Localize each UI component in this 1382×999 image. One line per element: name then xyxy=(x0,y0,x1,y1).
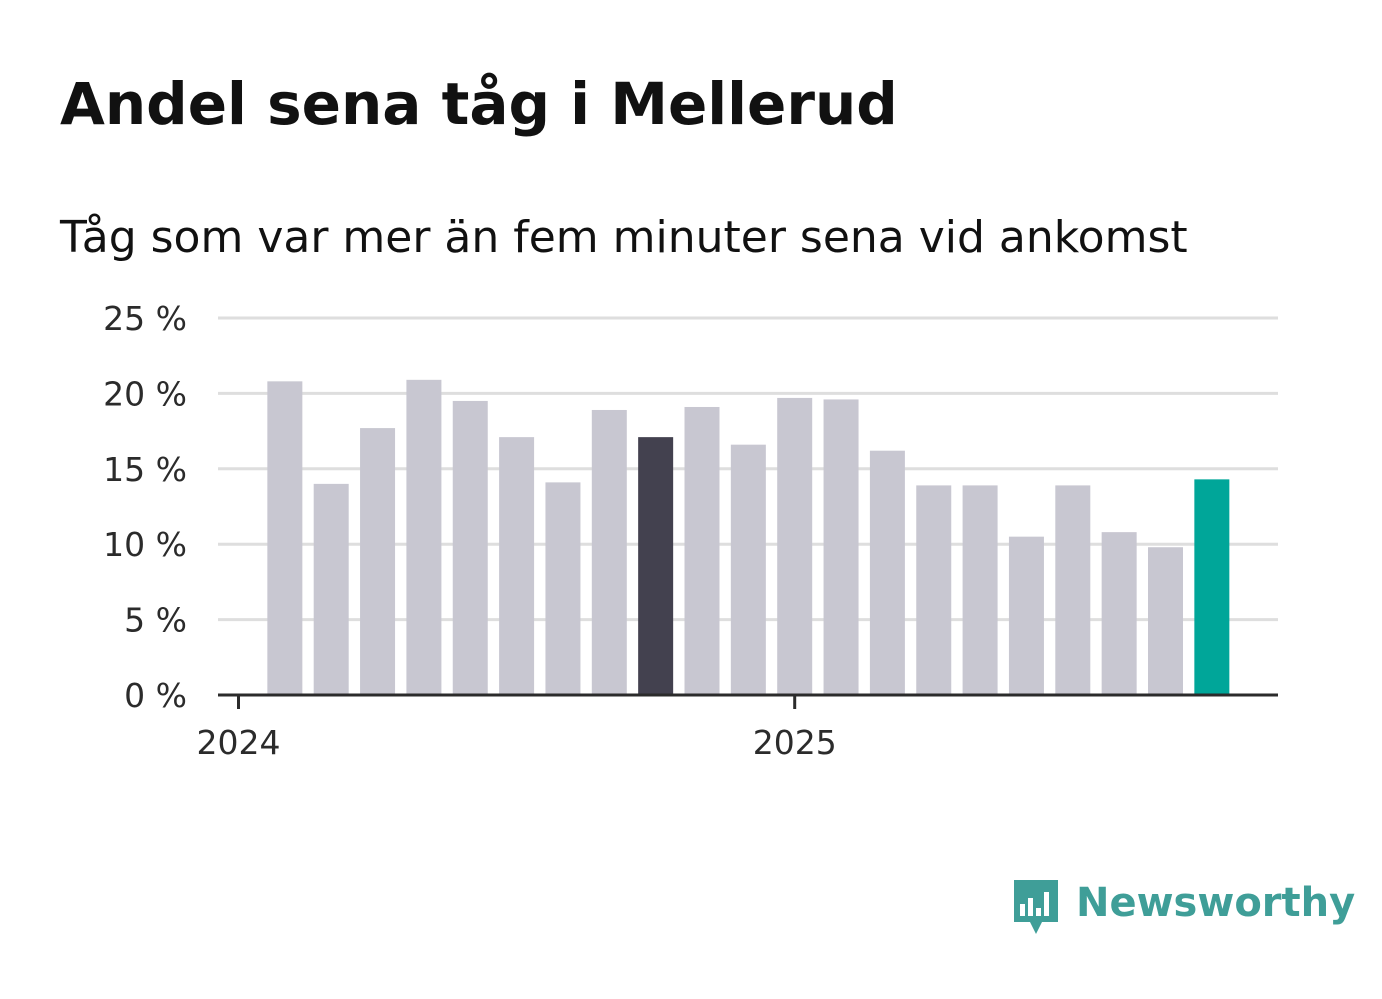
chart-title: Andel sena tåg i Mellerud xyxy=(60,70,898,138)
bar-2024-05[interactable] xyxy=(406,379,442,695)
y-tick-label: 10 % xyxy=(103,525,187,564)
bar-2024-08[interactable] xyxy=(545,482,581,695)
bar-2025-04[interactable] xyxy=(916,485,952,695)
bar-2024-11[interactable] xyxy=(684,406,720,695)
chart-subtitle: Tåg som var mer än fem minuter sena vid … xyxy=(60,212,1188,263)
bar-2025-07[interactable] xyxy=(1055,485,1091,695)
bar-2024-04[interactable] xyxy=(360,428,396,695)
bar-2024-09[interactable] xyxy=(591,409,627,695)
bars xyxy=(267,379,1230,695)
y-axis-ticks: 0 % 5 % 10 % 15 % 20 % 25 % xyxy=(103,299,187,715)
bar-2024-03[interactable] xyxy=(313,483,349,695)
bar-2024-02[interactable] xyxy=(267,381,303,695)
bar-chart-speech-bubble-icon xyxy=(1014,880,1058,934)
newsworthy-logo[interactable]: Newsworthy xyxy=(1010,876,1355,940)
brand-name: Newsworthy xyxy=(1076,880,1356,926)
bar-2025-05[interactable] xyxy=(962,485,998,695)
x-tick-label: 2025 xyxy=(753,723,837,762)
bar-2024-12[interactable] xyxy=(730,444,766,695)
bar-2025-10[interactable] xyxy=(1194,479,1230,695)
bar-2024-07[interactable] xyxy=(499,437,535,695)
y-tick-label: 15 % xyxy=(103,450,187,489)
bar-2025-09[interactable] xyxy=(1148,547,1183,695)
bar-2025-06[interactable] xyxy=(1008,536,1044,695)
x-axis: 2024 2025 xyxy=(197,693,1278,762)
bar-2024-10[interactable] xyxy=(638,437,674,695)
y-tick-label: 20 % xyxy=(103,374,187,413)
bar-2025-02[interactable] xyxy=(823,399,859,695)
y-tick-label: 25 % xyxy=(103,299,187,338)
x-tick-label: 2024 xyxy=(197,723,281,762)
bar-2025-08[interactable] xyxy=(1101,532,1137,695)
y-tick-label: 5 % xyxy=(124,601,187,640)
bar-2025-03[interactable] xyxy=(869,450,905,695)
y-tick-label: 0 % xyxy=(124,676,187,715)
bar-2024-06[interactable] xyxy=(452,400,488,695)
bar-2025-01[interactable] xyxy=(777,397,813,695)
